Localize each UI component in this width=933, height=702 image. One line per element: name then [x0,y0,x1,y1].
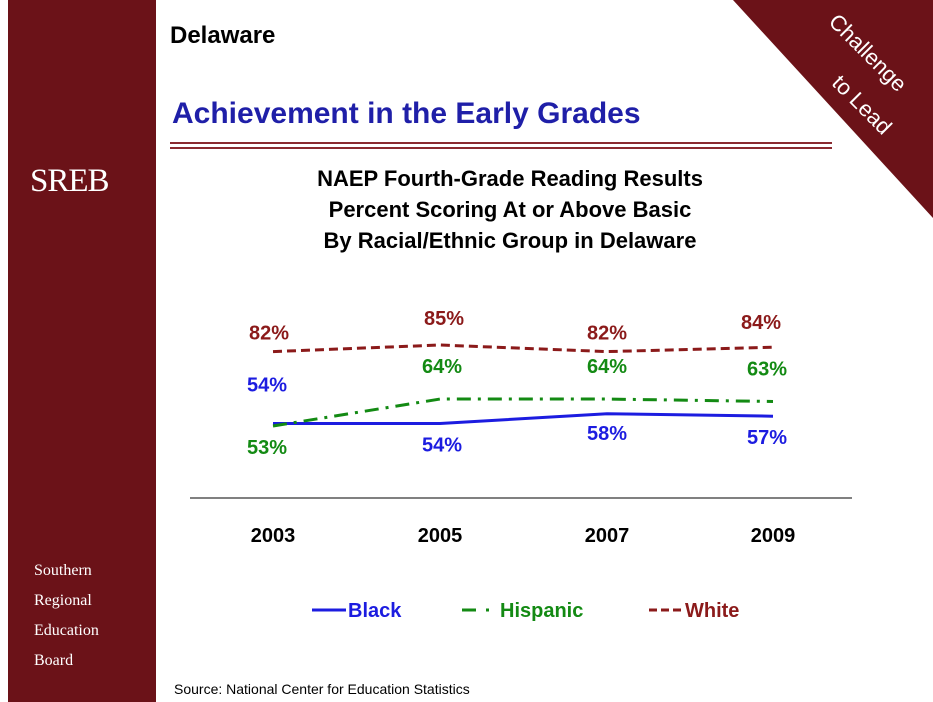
state-label: Delaware [170,22,276,49]
chart-title-line: Percent Scoring At or Above Basic [328,197,692,222]
org-name-line: Regional [34,592,92,609]
data-label-black: 58% [587,423,627,445]
x-tick-label: 2005 [418,525,463,547]
series-line-hispanic [272,397,774,428]
data-label-hispanic: 53% [247,437,287,459]
data-label-white: 85% [424,308,464,330]
series-line-black [273,412,774,426]
x-tick-label: 2009 [751,525,796,547]
chart-title: NAEP Fourth-Grade Reading Results Percen… [190,163,830,256]
data-label-black: 57% [747,427,787,449]
source-note: Source: National Center for Education St… [174,681,470,697]
data-label-hispanic: 63% [747,359,787,381]
title-rule [170,147,832,149]
sreb-logo: SREB [30,163,110,199]
data-label-white: 82% [587,323,627,345]
data-label-hispanic: 64% [422,356,462,378]
legend-label-black: Black [348,600,402,622]
chart-title-line: NAEP Fourth-Grade Reading Results [317,166,703,191]
legend-label-white: White [685,600,739,622]
data-label-white: 82% [249,323,289,345]
series-line-white [272,343,774,354]
org-name-line: Board [34,652,74,669]
page-title: Achievement in the Early Grades [172,97,641,130]
org-name-line: Southern [34,562,92,579]
data-label-black: 54% [422,435,462,457]
data-label-black: 54% [247,375,287,397]
chart-title-line: By Racial/Ethnic Group in Delaware [323,228,697,253]
data-label-white: 84% [741,312,781,334]
x-tick-label: 2007 [585,525,630,547]
legend-label-hispanic: Hispanic [500,600,583,622]
x-tick-label: 2003 [251,525,296,547]
sidebar [8,0,156,702]
org-name-line: Education [34,622,99,639]
title-rule [170,142,832,144]
data-label-hispanic: 64% [587,356,627,378]
